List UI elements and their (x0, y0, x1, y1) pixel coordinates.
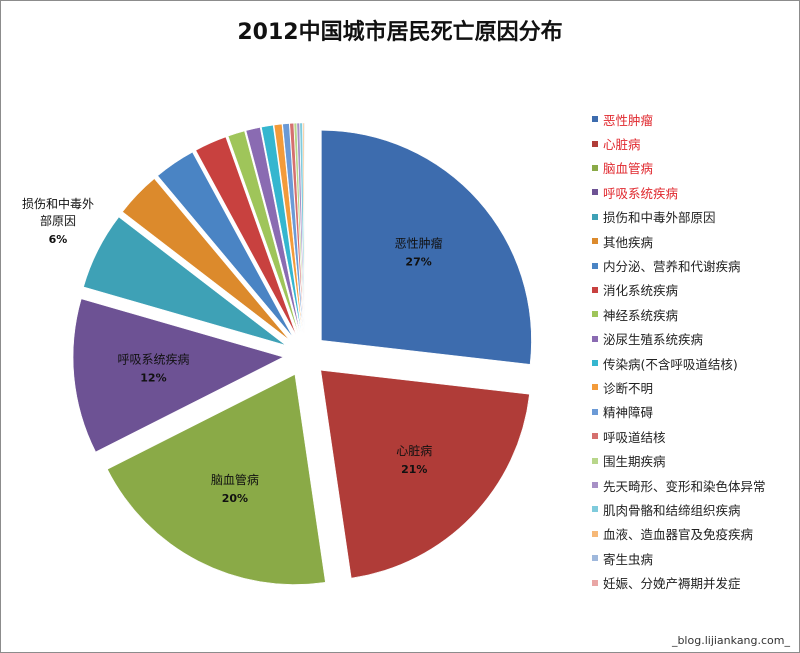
pie-slice (321, 130, 532, 365)
pie-slices (72, 122, 532, 585)
pie-slice (72, 298, 284, 453)
legend-item: 精神障碍 (592, 400, 766, 424)
slice-name-label: 部原因 (40, 213, 76, 228)
legend-swatch (592, 457, 598, 464)
legend-label: 脑血管病 (603, 161, 654, 177)
legend-label: 先天畸形、变形和染色体异常 (603, 478, 766, 494)
legend-swatch (592, 506, 598, 513)
legend-label: 呼吸系统疾病 (603, 185, 679, 201)
slice-name-label: 脑血管病 (211, 472, 259, 487)
pie-slice (296, 122, 305, 334)
watermark: _blog.lijiankang.com_ (671, 634, 790, 647)
legend-label: 其他疾病 (603, 234, 654, 250)
pie-slice (83, 216, 286, 346)
legend-swatch (592, 335, 598, 342)
legend-item: 诊断不明 (592, 375, 766, 399)
legend-label: 心脏病 (603, 137, 641, 153)
slice-percent-label: 12% (140, 371, 166, 384)
slice-name-label: 心脏病 (396, 443, 432, 458)
slice-name-label: 损伤和中毒外 (22, 196, 94, 211)
legend-item: 呼吸系统疾病 (592, 180, 766, 204)
legend-swatch (592, 286, 598, 293)
legend-item: 围生期疾病 (592, 448, 766, 472)
slice-percent-label: 20% (222, 492, 248, 505)
pie-slice (195, 136, 297, 336)
legend-label: 寄生虫病 (603, 551, 654, 567)
legend-swatch (592, 262, 598, 269)
pie-slice (289, 123, 304, 334)
legend-swatch (592, 408, 598, 415)
slice-percent-label: 6% (49, 233, 68, 246)
pie-data-labels: 恶性肿瘤 27% 心脏病 21% 脑血管病 20% 呼吸系统疾病 12% 损伤和中毒外部原因 6% (22, 196, 443, 505)
legend-label: 泌尿生殖系统疾病 (603, 332, 704, 348)
pie-slice (157, 151, 293, 337)
legend-label: 损伤和中毒外部原因 (603, 210, 716, 226)
legend-label: 内分泌、营养和代谢疾病 (603, 259, 741, 275)
legend-swatch (592, 140, 598, 147)
legend-label: 神经系统疾病 (603, 307, 679, 323)
pie-slice (107, 374, 326, 585)
legend-label: 诊断不明 (603, 380, 654, 396)
legend-swatch (592, 360, 598, 367)
legend-swatch (592, 164, 598, 171)
slice-name-label: 呼吸系统疾病 (117, 351, 189, 366)
legend-swatch (592, 384, 598, 391)
slice-name-label: 恶性肿瘤 (395, 236, 443, 251)
pie-slice (273, 123, 303, 334)
legend-item: 血液、造血器官及免疫疾病 (592, 522, 766, 546)
legend-item: 呼吸道结核 (592, 424, 766, 448)
pie-slice (293, 122, 305, 334)
legend-swatch (592, 238, 598, 245)
legend-item: 内分泌、营养和代谢疾病 (592, 253, 766, 277)
legend-item: 恶性肿瘤 (592, 107, 766, 131)
pie-slice (282, 123, 304, 334)
legend-swatch (592, 555, 598, 562)
legend-item: 损伤和中毒外部原因 (592, 205, 766, 229)
legend-label: 肌肉骨骼和结缔组织疾病 (603, 502, 741, 518)
legend-item: 妊娠、分娩产褥期并发症 (592, 570, 766, 594)
slice-percent-label: 21% (401, 463, 427, 476)
pie-slice (320, 370, 530, 579)
legend-label: 妊娠、分娩产褥期并发症 (603, 576, 741, 592)
chart-title: 2012中国城市居民死亡原因分布 (237, 20, 563, 45)
legend-swatch (592, 482, 598, 489)
legend-swatch (592, 116, 598, 123)
legend-swatch (592, 579, 598, 586)
legend-label: 血液、造血器官及免疫疾病 (603, 527, 754, 543)
legend-label: 精神障碍 (603, 405, 654, 421)
pie-slice (245, 127, 301, 334)
legend-item: 肌肉骨骼和结缔组织疾病 (592, 497, 766, 521)
legend-item: 寄生虫病 (592, 546, 766, 570)
legend-item: 先天畸形、变形和染色体异常 (592, 473, 766, 497)
legend-item: 传染病(不含呼吸道结核) (592, 351, 766, 375)
legend-swatch (592, 530, 598, 537)
legend-item: 其他疾病 (592, 229, 766, 253)
legend-item: 消化系统疾病 (592, 278, 766, 302)
slice-percent-label: 27% (405, 256, 431, 269)
legend-item: 神经系统疾病 (592, 302, 766, 326)
legend-label: 消化系统疾病 (603, 283, 679, 299)
legend-item: 心脏病 (592, 131, 766, 155)
legend-swatch (592, 189, 598, 196)
legend-item: 脑血管病 (592, 156, 766, 180)
pie-slice (261, 124, 302, 334)
legend-swatch (592, 433, 598, 440)
legend-label: 围生期疾病 (603, 454, 666, 470)
legend-label: 呼吸道结核 (603, 429, 666, 445)
legend-label: 传染病(不含呼吸道结核) (603, 356, 738, 372)
chart-legend: 恶性肿瘤心脏病脑血管病呼吸系统疾病损伤和中毒外部原因 其他疾病内分泌、营养和代谢疾… (592, 107, 766, 595)
pie-slice (122, 178, 290, 340)
legend-label: 恶性肿瘤 (603, 112, 654, 128)
legend-swatch (592, 213, 598, 220)
legend-item: 泌尿生殖系统疾病 (592, 327, 766, 351)
legend-swatch (592, 311, 598, 318)
pie-slice (227, 130, 299, 335)
